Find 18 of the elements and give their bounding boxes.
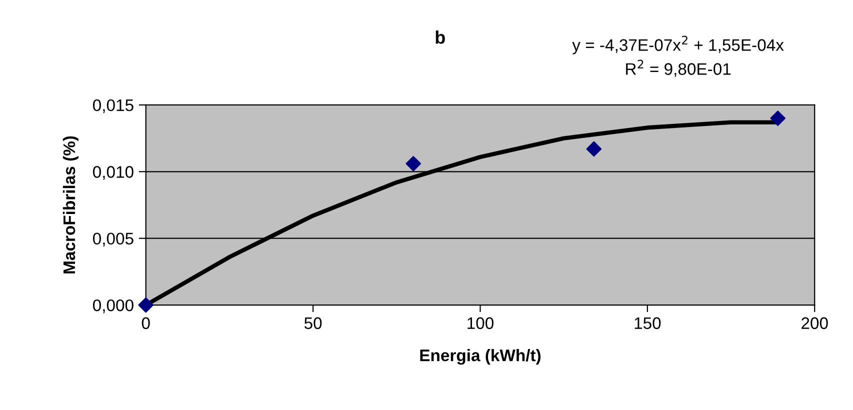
x-axis-title: Energia (kWh/t) bbox=[420, 349, 541, 365]
point bbox=[138, 297, 154, 313]
x-tick-label: 0 bbox=[142, 317, 150, 330]
point bbox=[406, 156, 422, 172]
y-tick-label: 0,000 bbox=[93, 299, 134, 314]
x-tick-label: 50 bbox=[304, 317, 322, 330]
x-tick-label: 100 bbox=[468, 317, 494, 330]
x-tick-label: 200 bbox=[802, 317, 828, 330]
y-tick-label: 0,005 bbox=[93, 232, 134, 247]
text: y = -4,37E-07x$^{2}$ + 1,55E-04x bbox=[572, 36, 784, 54]
y-tick-label: 0,010 bbox=[93, 166, 134, 180]
point bbox=[586, 141, 602, 157]
y-tick-label: 0,015 bbox=[93, 99, 134, 114]
point bbox=[770, 110, 786, 126]
x-tick-label: 150 bbox=[634, 317, 661, 330]
chart-title: b bbox=[436, 30, 445, 44]
text: R$^{2}$ = 9,80E-01 bbox=[626, 60, 731, 77]
y-axis-title: MacroFibrilas (%) bbox=[62, 136, 78, 274]
